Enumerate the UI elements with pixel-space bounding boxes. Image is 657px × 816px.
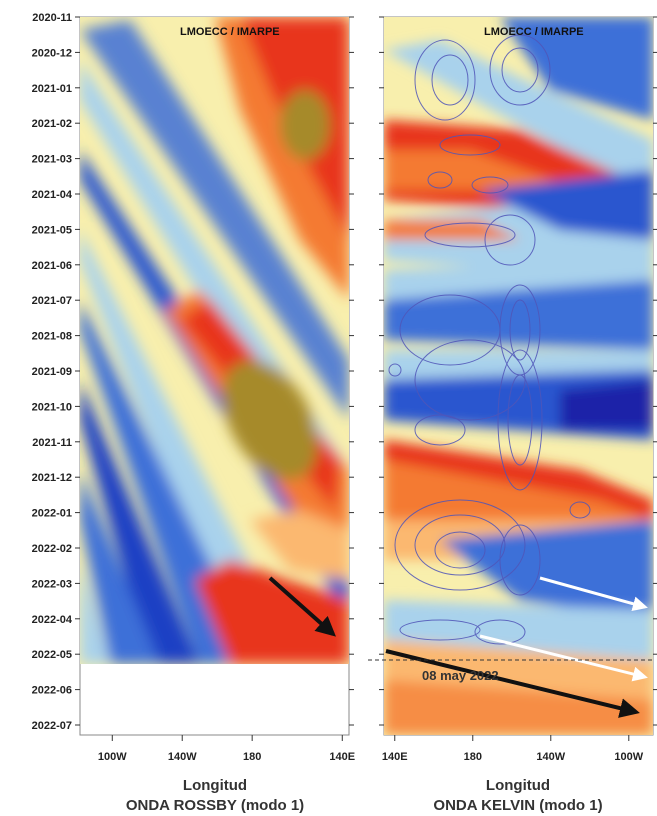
kelvin-heatmap [384, 17, 653, 735]
y-tick-label: 2022-02 [32, 543, 72, 555]
x-tick-label: 180 [464, 751, 482, 763]
y-tick-label: 2022-01 [32, 508, 72, 520]
x-tick-label: 180 [243, 751, 261, 763]
y-tick-label: 2022-04 [32, 614, 73, 626]
rossby-panel [79, 16, 350, 736]
y-tick-label: 2022-05 [32, 649, 72, 661]
rossby-credit: LMOECC / IMARPE [180, 26, 280, 38]
y-tick-label: 2020-12 [32, 47, 72, 59]
y-tick-label: 2021-01 [32, 83, 72, 95]
kelvin-y-axis [379, 16, 657, 726]
kelvin-black-arrow [385, 649, 640, 718]
rossby-y-axis: 2020-11 2020-12 2021-01 2021-02 2021-03 2021-… [32, 12, 354, 732]
y-tick-label: 2021-02 [32, 118, 72, 130]
y-tick-label: 2022-06 [32, 685, 72, 697]
x-tick-label: 140E [382, 751, 408, 763]
x-tick-label: 140E [329, 751, 355, 763]
y-tick-label: 2021-07 [32, 295, 72, 307]
y-tick-label: 2021-09 [32, 366, 72, 378]
kelvin-white-arrow-upper [539, 576, 648, 612]
kelvin-panel [383, 16, 654, 736]
y-tick-label: 2022-07 [32, 720, 72, 732]
y-tick-label: 2020-11 [32, 12, 72, 24]
rossby-x-label: Longitud [183, 777, 247, 794]
x-tick-label: 140W [168, 751, 197, 763]
rossby-title: ONDA ROSSBY (modo 1) [126, 797, 304, 814]
rossby-x-axis: 100W 140W 180 140E [98, 735, 355, 763]
x-tick-label: 100W [614, 751, 643, 763]
kelvin-title: ONDA KELVIN (modo 1) [433, 797, 602, 814]
y-tick-label: 2022-03 [32, 578, 72, 590]
rossby-propagation-arrow [268, 576, 336, 637]
x-tick-label: 100W [98, 751, 127, 763]
y-tick-label: 2021-06 [32, 260, 72, 272]
y-tick-label: 2021-08 [32, 331, 72, 343]
y-tick-label: 2021-12 [32, 472, 72, 484]
kelvin-white-arrow-lower [479, 634, 648, 682]
kelvin-x-axis: 140E 180 140W 100W [382, 735, 644, 763]
kelvin-contours [388, 34, 591, 645]
y-tick-label: 2021-05 [32, 224, 72, 236]
y-tick-label: 2021-04 [32, 189, 73, 201]
kelvin-credit: LMOECC / IMARPE [484, 26, 584, 38]
y-tick-label: 2021-11 [32, 437, 72, 449]
x-tick-label: 140W [536, 751, 565, 763]
kelvin-x-label: Longitud [486, 777, 550, 794]
y-tick-label: 2021-03 [32, 154, 72, 166]
date-annotation: 08 may 2022 [422, 668, 499, 683]
y-tick-label: 2021-10 [32, 401, 72, 413]
rossby-heatmap [80, 17, 349, 664]
